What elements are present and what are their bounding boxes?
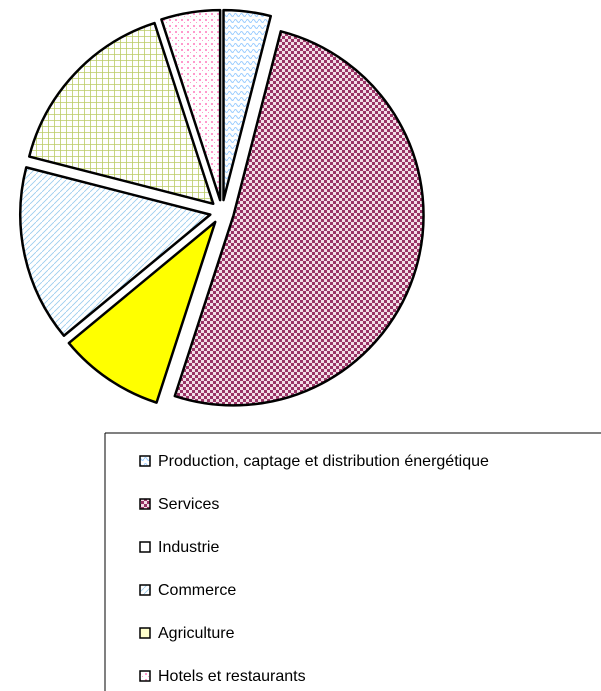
legend-swatch (139, 455, 151, 467)
pie-slice (160, 8, 222, 202)
legend-label: Services (158, 496, 219, 513)
legend-swatch (139, 670, 151, 682)
pie-slice (19, 166, 212, 337)
pie-slice (222, 8, 273, 202)
pie-slice (173, 30, 425, 407)
legend-label: Industrie (158, 539, 219, 556)
legend-label: Hotels et restaurants (158, 668, 306, 685)
pie-slice (27, 21, 215, 206)
legend-swatch (139, 584, 151, 596)
legend-frame (104, 432, 601, 691)
legend-swatch (139, 498, 151, 510)
legend-label: Commerce (158, 582, 236, 599)
legend-label: Agriculture (158, 625, 235, 642)
legend-label: Production, captage et distribution éner… (158, 453, 489, 470)
pie-slice (67, 220, 217, 404)
legend-swatch (139, 541, 151, 553)
legend-swatch (139, 627, 151, 639)
